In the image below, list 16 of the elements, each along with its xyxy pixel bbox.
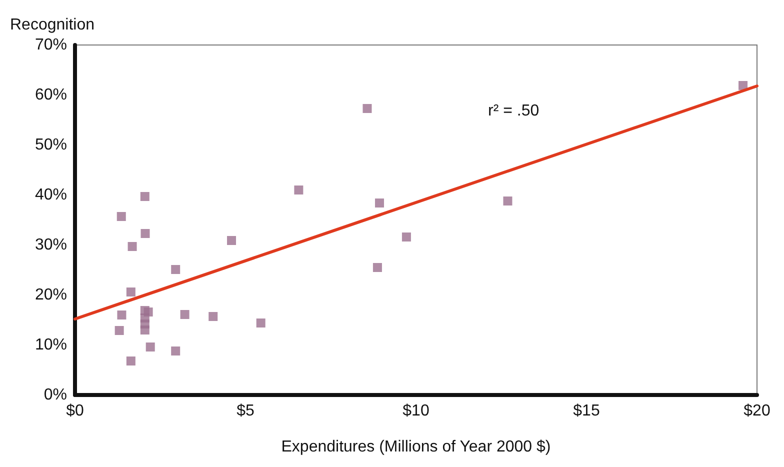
- y-tick-label: 50%: [34, 136, 67, 154]
- x-tick-label: $5: [236, 402, 254, 420]
- y-tick-label: 30%: [34, 236, 67, 254]
- y-tick-label: 10%: [34, 336, 67, 354]
- y-tick-label: 60%: [34, 86, 67, 104]
- x-tick-label: $15: [573, 402, 600, 420]
- x-tick-label: $0: [66, 402, 84, 420]
- y-tick-label: 40%: [34, 186, 67, 204]
- y-axis-title: Recognition: [10, 16, 94, 34]
- x-tick-label: $20: [744, 402, 770, 420]
- annotation: r² = .50: [488, 102, 540, 120]
- y-tick-label: 70%: [34, 36, 67, 54]
- y-tick-label: 0%: [44, 386, 67, 404]
- y-tick-label: 20%: [34, 286, 67, 304]
- x-axis-title: Expenditures (Millions of Year 2000 $): [281, 438, 551, 456]
- x-tick-label: $10: [402, 402, 430, 420]
